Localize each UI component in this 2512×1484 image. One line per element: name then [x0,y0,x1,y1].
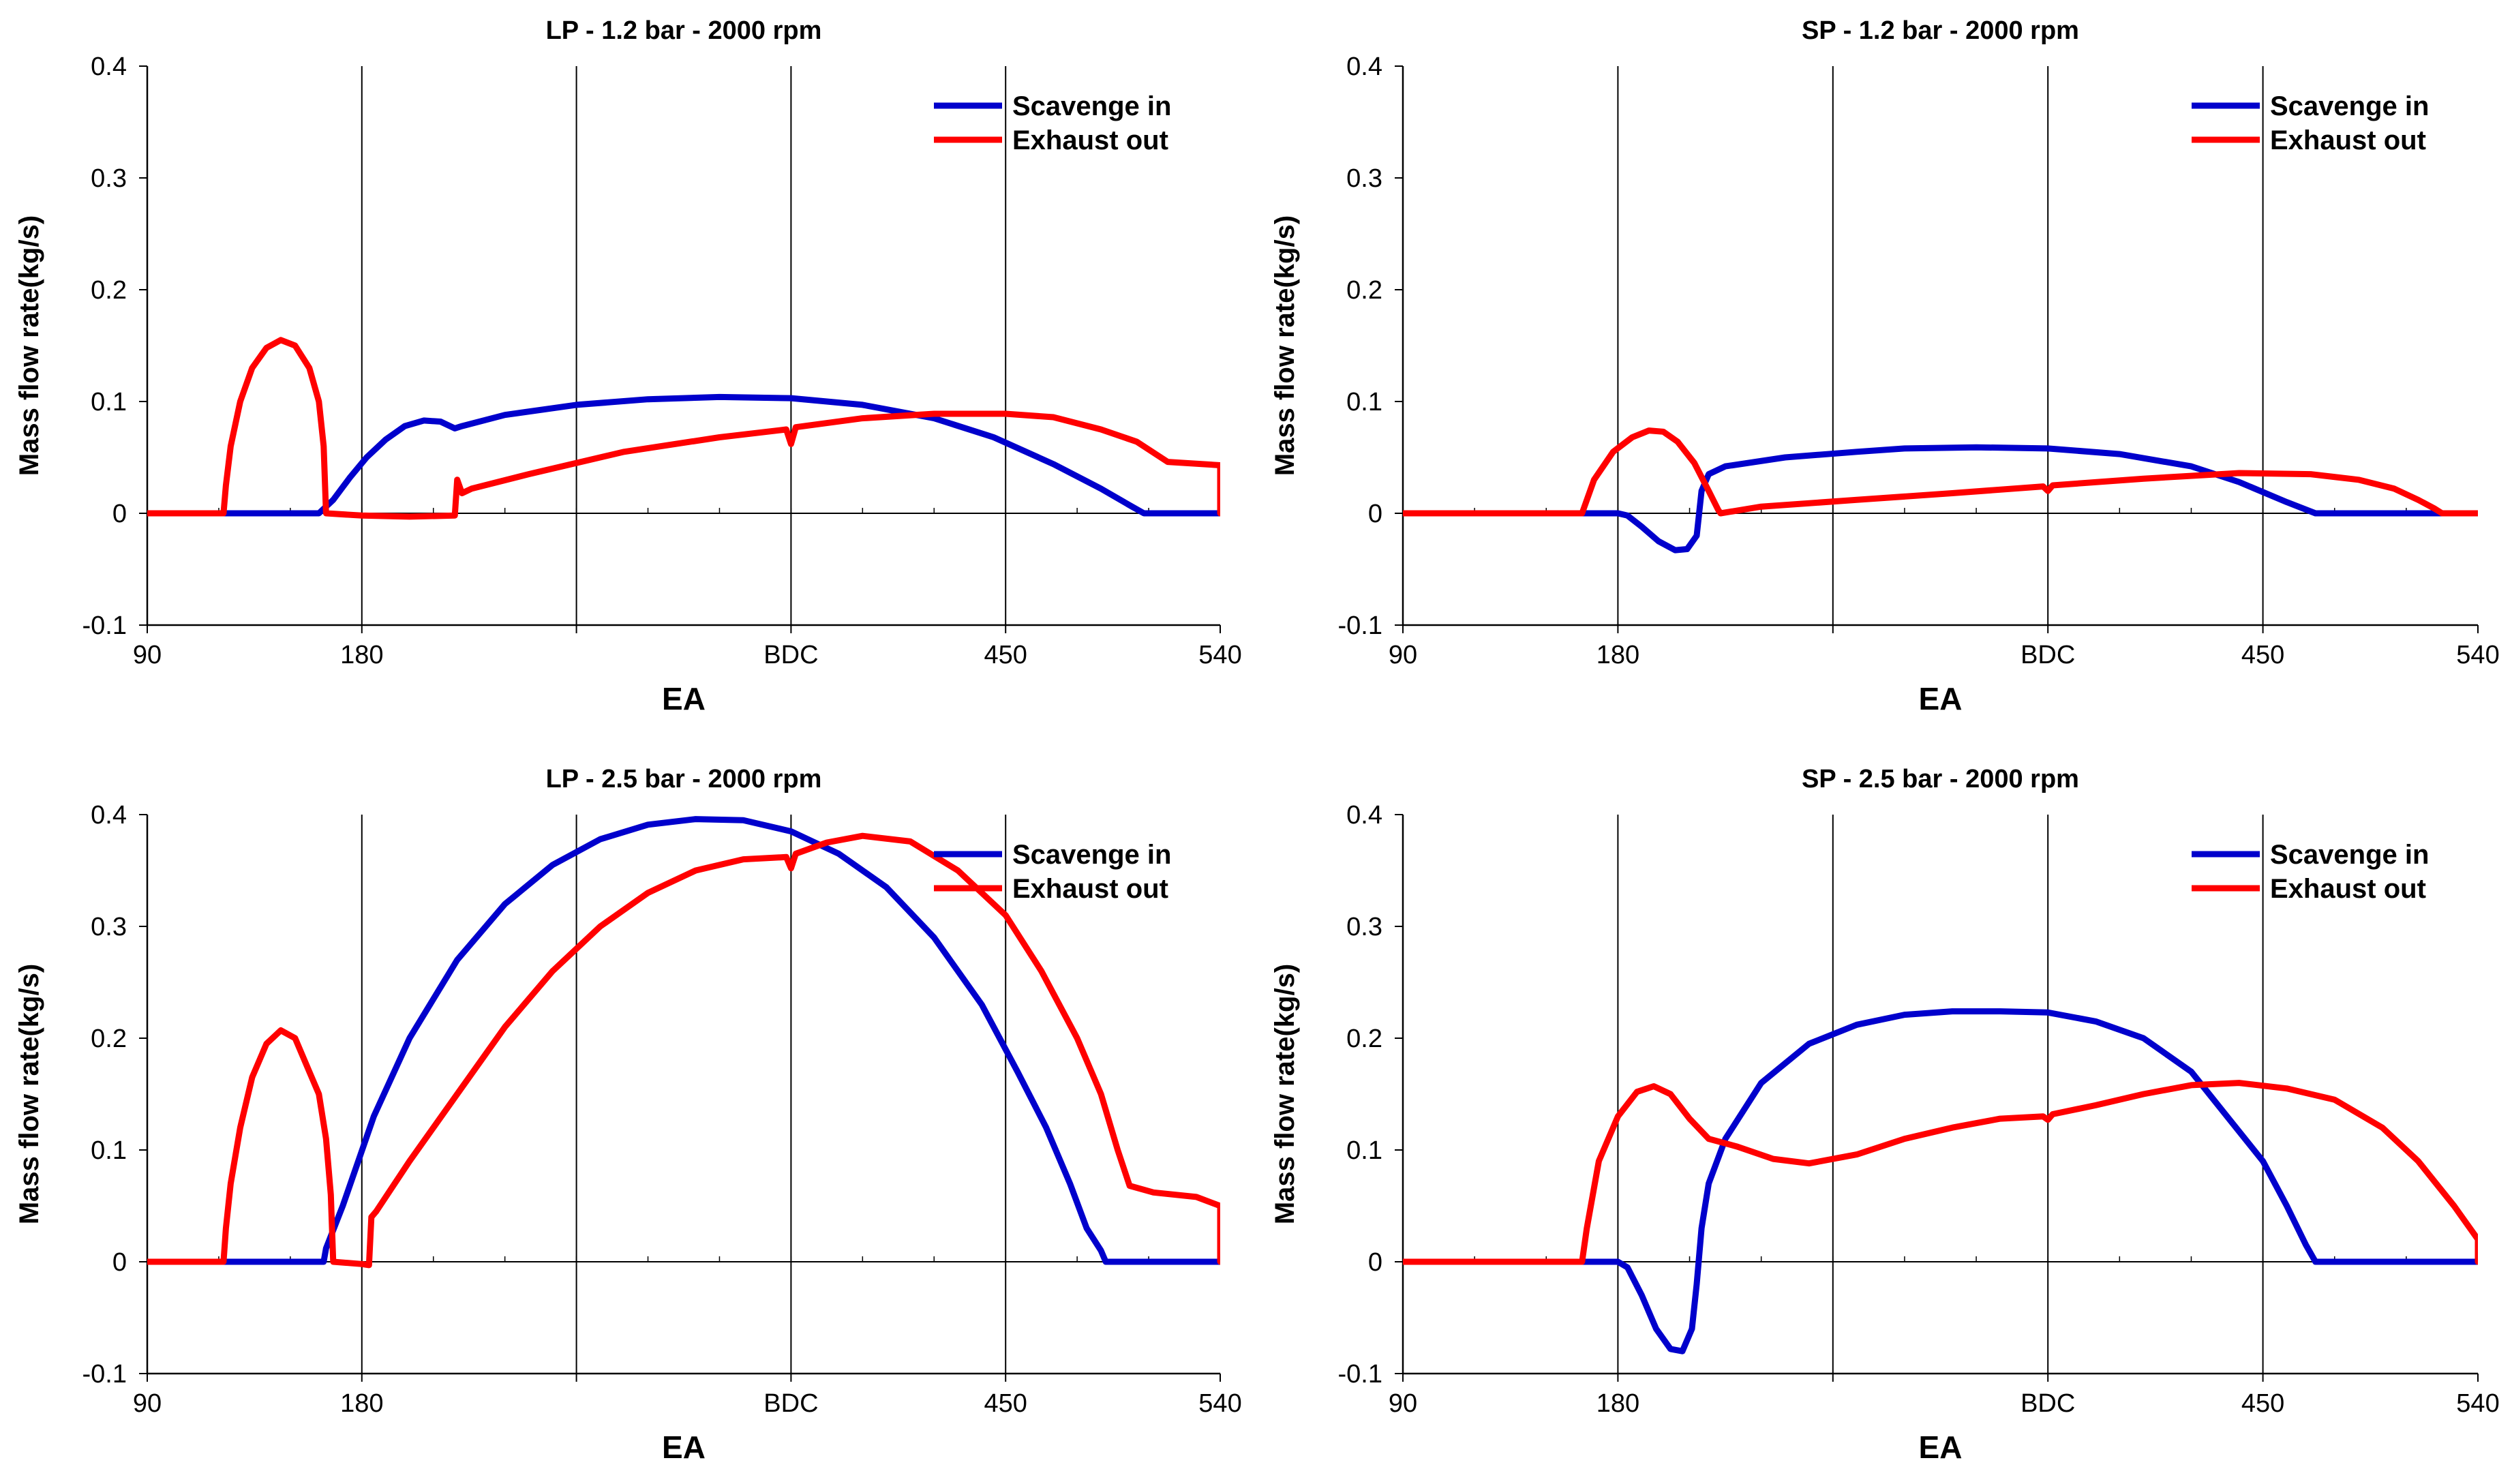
legend-label-scavenge-in: Scavenge in [1012,840,1171,870]
legend-label-exhaust-out: Exhaust out [1012,874,1168,904]
x-tick-label: 180 [340,1389,383,1418]
series-line-scavenge-in [147,393,1220,517]
y-tick-label: 0 [1368,1248,1382,1277]
y-tick-label: 0.4 [91,801,127,830]
y-tick-label: 0.2 [91,276,127,305]
x-tick-label: 180 [1597,1389,1639,1418]
x-tick-label: 540 [2456,641,2499,669]
x-axis-label: EA [662,681,706,716]
chart-panel-4: -0.1 0 0.1 0.2 0.3 0.4 90 180 BDC 450 540 SP - 2.5 … [1270,765,2500,1465]
x-axis-label: EA [1919,681,1963,716]
series-line-scavenge-in [1403,444,2478,554]
legend-label-scavenge-in: Scavenge in [2270,840,2429,870]
y-tick-label: 0.3 [91,164,127,193]
x-tick-label: BDC [2021,1389,2075,1418]
legend-label-exhaust-out: Exhaust out [2270,125,2426,155]
x-tick-label: 540 [2456,1389,2499,1418]
y-tick-label: -0.1 [1338,1360,1382,1389]
x-tick-label: 450 [984,641,1027,669]
x-axis-label: EA [1919,1429,1963,1465]
y-tick-label: 0.1 [91,388,127,417]
x-tick-label: 450 [2241,1389,2284,1418]
y-axis-label: Mass flow rate(kg/s) [1270,964,1300,1224]
x-tick-label: 540 [1198,1389,1241,1418]
chart-panel-3: -0.1 0 0.1 0.2 0.3 0.4 90 180 BDC 450 540 LP - 2.5 … [14,765,1242,1465]
y-tick-label: -0.1 [1338,611,1382,640]
x-tick-label: 180 [340,641,383,669]
x-tick-label: BDC [2021,641,2075,669]
x-tick-label: 450 [984,1389,1027,1418]
x-tick-label: 540 [1198,641,1241,669]
y-tick-label: 0.2 [1346,1025,1382,1053]
y-tick-label: -0.1 [82,611,127,640]
chart-title: LP - 2.5 bar - 2000 rpm [546,765,822,793]
series-line-exhaust-out [147,832,1220,1269]
legend-label-scavenge-in: Scavenge in [1012,91,1171,121]
legend-label-scavenge-in: Scavenge in [2270,91,2429,121]
y-tick-label: 0.2 [91,1025,127,1053]
y-tick-label: 0.1 [1346,1136,1382,1165]
x-tick-label: 180 [1597,641,1639,669]
y-tick-label: 0.4 [91,52,127,81]
x-tick-label: 90 [1389,1389,1417,1418]
chart-panel-1: -0.1 0 0.1 0.2 0.3 0.4 90 180 BDC 450 540 LP - 1.2 … [14,16,1242,716]
y-tick-label: 0.1 [91,1136,127,1165]
y-tick-label: 0.1 [1346,388,1382,417]
y-tick-label: 0.4 [1346,801,1382,830]
x-tick-label: BDC [763,1389,818,1418]
chart-panel-2: -0.1 0 0.1 0.2 0.3 0.4 90 180 BDC 450 540 SP - 1.2 … [1270,16,2500,716]
x-tick-label: 450 [2241,641,2284,669]
series-line-exhaust-out [147,337,1220,520]
x-tick-label: 90 [133,1389,162,1418]
series-line-exhaust-out [1403,427,2478,517]
x-tick-label: 90 [133,641,162,669]
y-axis-label: Mass flow rate(kg/s) [1270,215,1300,476]
y-tick-label: 0.2 [1346,276,1382,305]
y-tick-label: 0.3 [91,913,127,941]
y-tick-label: 0 [112,500,127,528]
y-tick-label: 0 [1368,500,1382,528]
y-axis-label: Mass flow rate(kg/s) [14,215,44,476]
x-tick-label: 90 [1389,641,1417,669]
legend-label-exhaust-out: Exhaust out [2270,874,2426,904]
y-tick-label: 0.4 [1346,52,1382,81]
series-line-exhaust-out [1403,1080,2478,1265]
y-tick-label: 0.3 [1346,164,1382,193]
chart-title: LP - 1.2 bar - 2000 rpm [546,16,822,45]
chart-title: SP - 1.2 bar - 2000 rpm [1802,16,2079,45]
x-axis-label: EA [662,1429,706,1465]
y-tick-label: 0.3 [1346,913,1382,941]
y-axis-label: Mass flow rate(kg/s) [14,964,44,1224]
y-tick-label: 0 [112,1248,127,1277]
legend-label-exhaust-out: Exhaust out [1012,125,1168,155]
chart-title: SP - 2.5 bar - 2000 rpm [1802,765,2079,793]
x-tick-label: BDC [763,641,818,669]
y-tick-label: -0.1 [82,1360,127,1389]
series-line-scavenge-in [1403,1008,2478,1354]
